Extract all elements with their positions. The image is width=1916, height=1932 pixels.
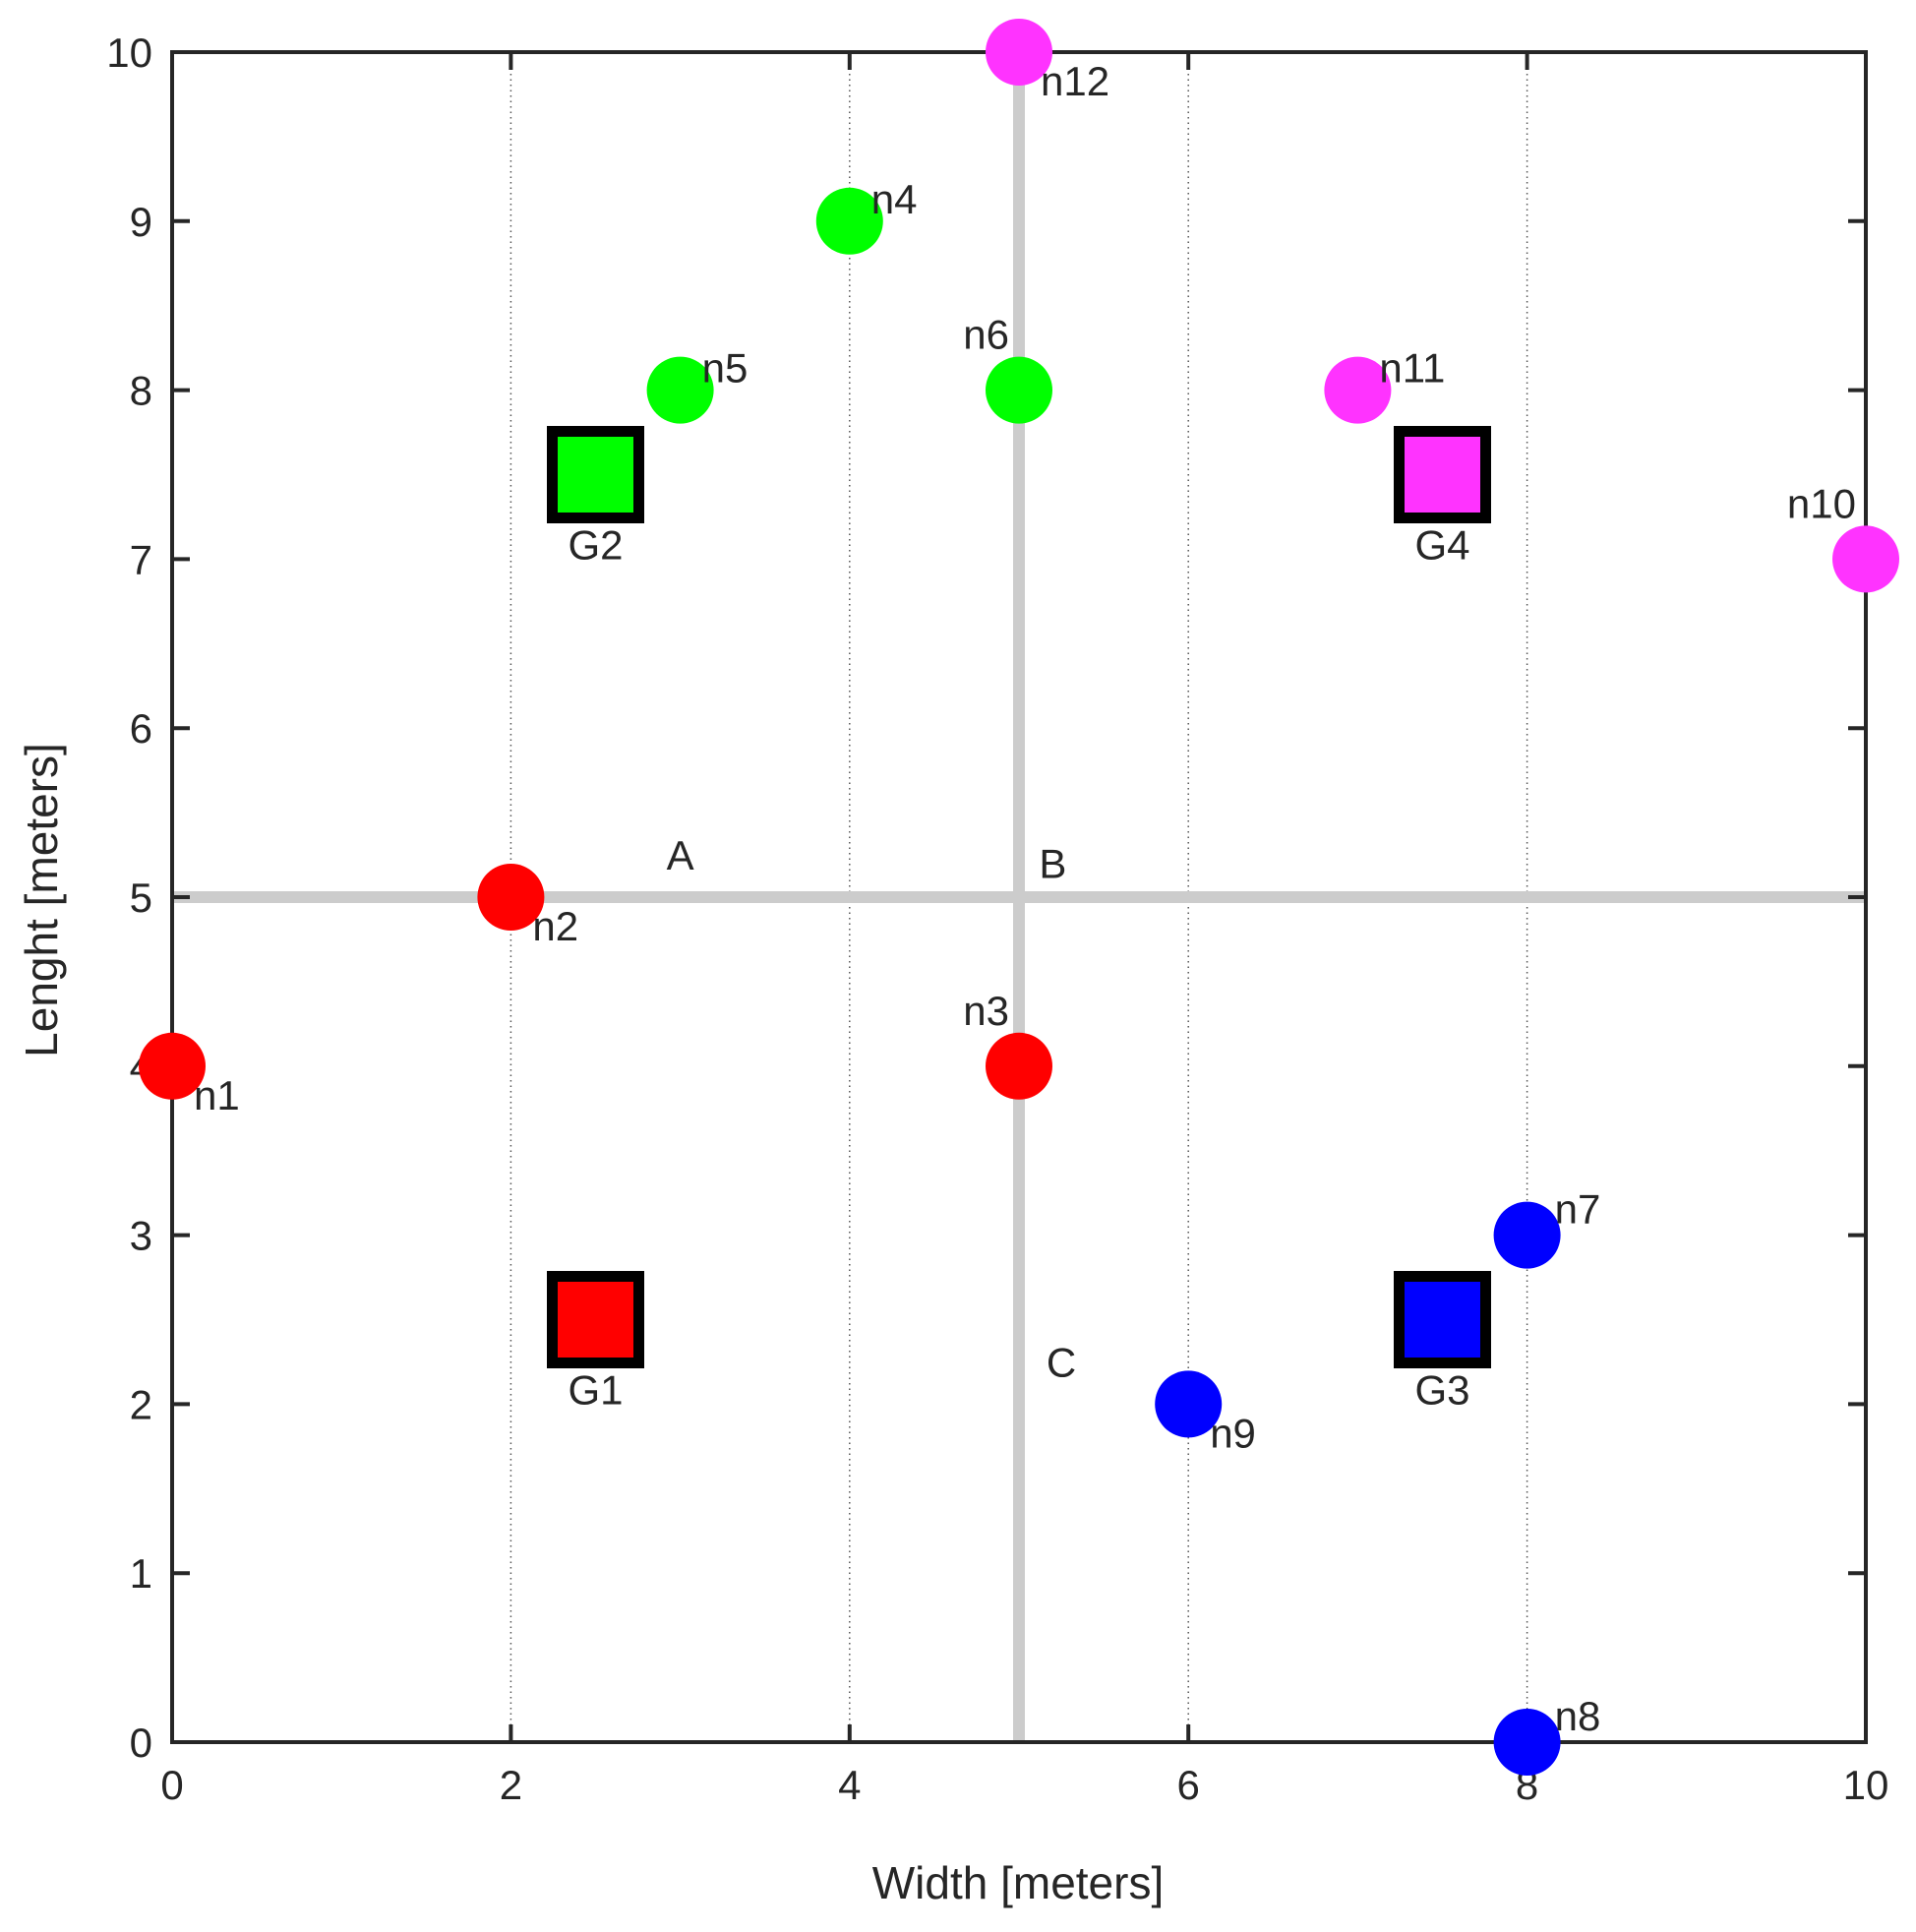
gateway-label-g2: G2	[568, 522, 623, 569]
x-axis-label: Width [meters]	[872, 1857, 1165, 1908]
y-tick-label-6: 6	[130, 705, 152, 752]
node-n1	[139, 1032, 206, 1100]
node-n11	[1324, 356, 1392, 424]
label-layer: A B C G1 n1 n2 n3 G2 n4 n5 n6 G3 n7 n8 n9 G4 n10 n11 n12	[194, 58, 1856, 1739]
road-label-c: C	[1047, 1339, 1076, 1385]
y-tick-label-3: 3	[130, 1213, 152, 1259]
node-n10	[1832, 525, 1899, 593]
y-tick-label-8: 8	[130, 368, 152, 414]
node-n8	[1493, 1709, 1561, 1776]
tick-layer: 0246810012345678910	[106, 30, 1888, 1808]
node-label-n4: n4	[871, 176, 918, 222]
y-tick-label-7: 7	[130, 536, 152, 582]
node-label-n3: n3	[963, 988, 1009, 1034]
y-axis-label: Lenght [meters]	[16, 743, 67, 1057]
road-label-b: B	[1039, 841, 1066, 887]
node-label-n11: n11	[1379, 345, 1445, 392]
gateway-label-g1: G1	[568, 1367, 623, 1414]
node-n6	[986, 356, 1052, 424]
node-n2	[477, 864, 545, 931]
marker-layer	[139, 19, 1899, 1776]
road-label-a: A	[667, 832, 694, 878]
node-label-n6: n6	[963, 312, 1009, 358]
gateway-label-g4: G4	[1414, 522, 1469, 569]
x-tick-label-2: 2	[500, 1762, 522, 1808]
y-tick-label-9: 9	[130, 199, 152, 245]
node-n3	[986, 1032, 1052, 1100]
node-n12	[986, 19, 1052, 86]
y-tick-label-1: 1	[130, 1550, 152, 1597]
x-tick-label-6: 6	[1177, 1762, 1200, 1808]
road-layer	[172, 52, 1866, 1742]
node-label-n12: n12	[1041, 58, 1109, 104]
node-n7	[1493, 1201, 1561, 1269]
node-n9	[1155, 1370, 1223, 1438]
node-label-n9: n9	[1210, 1410, 1256, 1456]
y-tick-label-0: 0	[130, 1720, 152, 1766]
x-tick-label-0: 0	[160, 1762, 183, 1808]
node-n4	[815, 187, 883, 255]
gateway-g3	[1394, 1271, 1491, 1368]
x-tick-label-4: 4	[838, 1762, 861, 1808]
gateway-g1	[547, 1271, 644, 1368]
node-label-n5: n5	[702, 345, 748, 392]
x-tick-label-10: 10	[1843, 1762, 1889, 1808]
gateway-label-g3: G3	[1414, 1367, 1469, 1414]
gateway-g2	[547, 426, 644, 523]
node-label-n8: n8	[1555, 1693, 1601, 1739]
node-label-n1: n1	[194, 1072, 240, 1118]
node-n5	[646, 356, 714, 424]
node-label-n7: n7	[1555, 1186, 1601, 1233]
node-label-n10: n10	[1787, 480, 1856, 526]
gateway-g4	[1394, 426, 1491, 523]
y-tick-label-2: 2	[130, 1381, 152, 1427]
node-label-n2: n2	[532, 903, 578, 949]
y-tick-label-5: 5	[130, 875, 152, 921]
y-tick-label-10: 10	[106, 30, 152, 76]
